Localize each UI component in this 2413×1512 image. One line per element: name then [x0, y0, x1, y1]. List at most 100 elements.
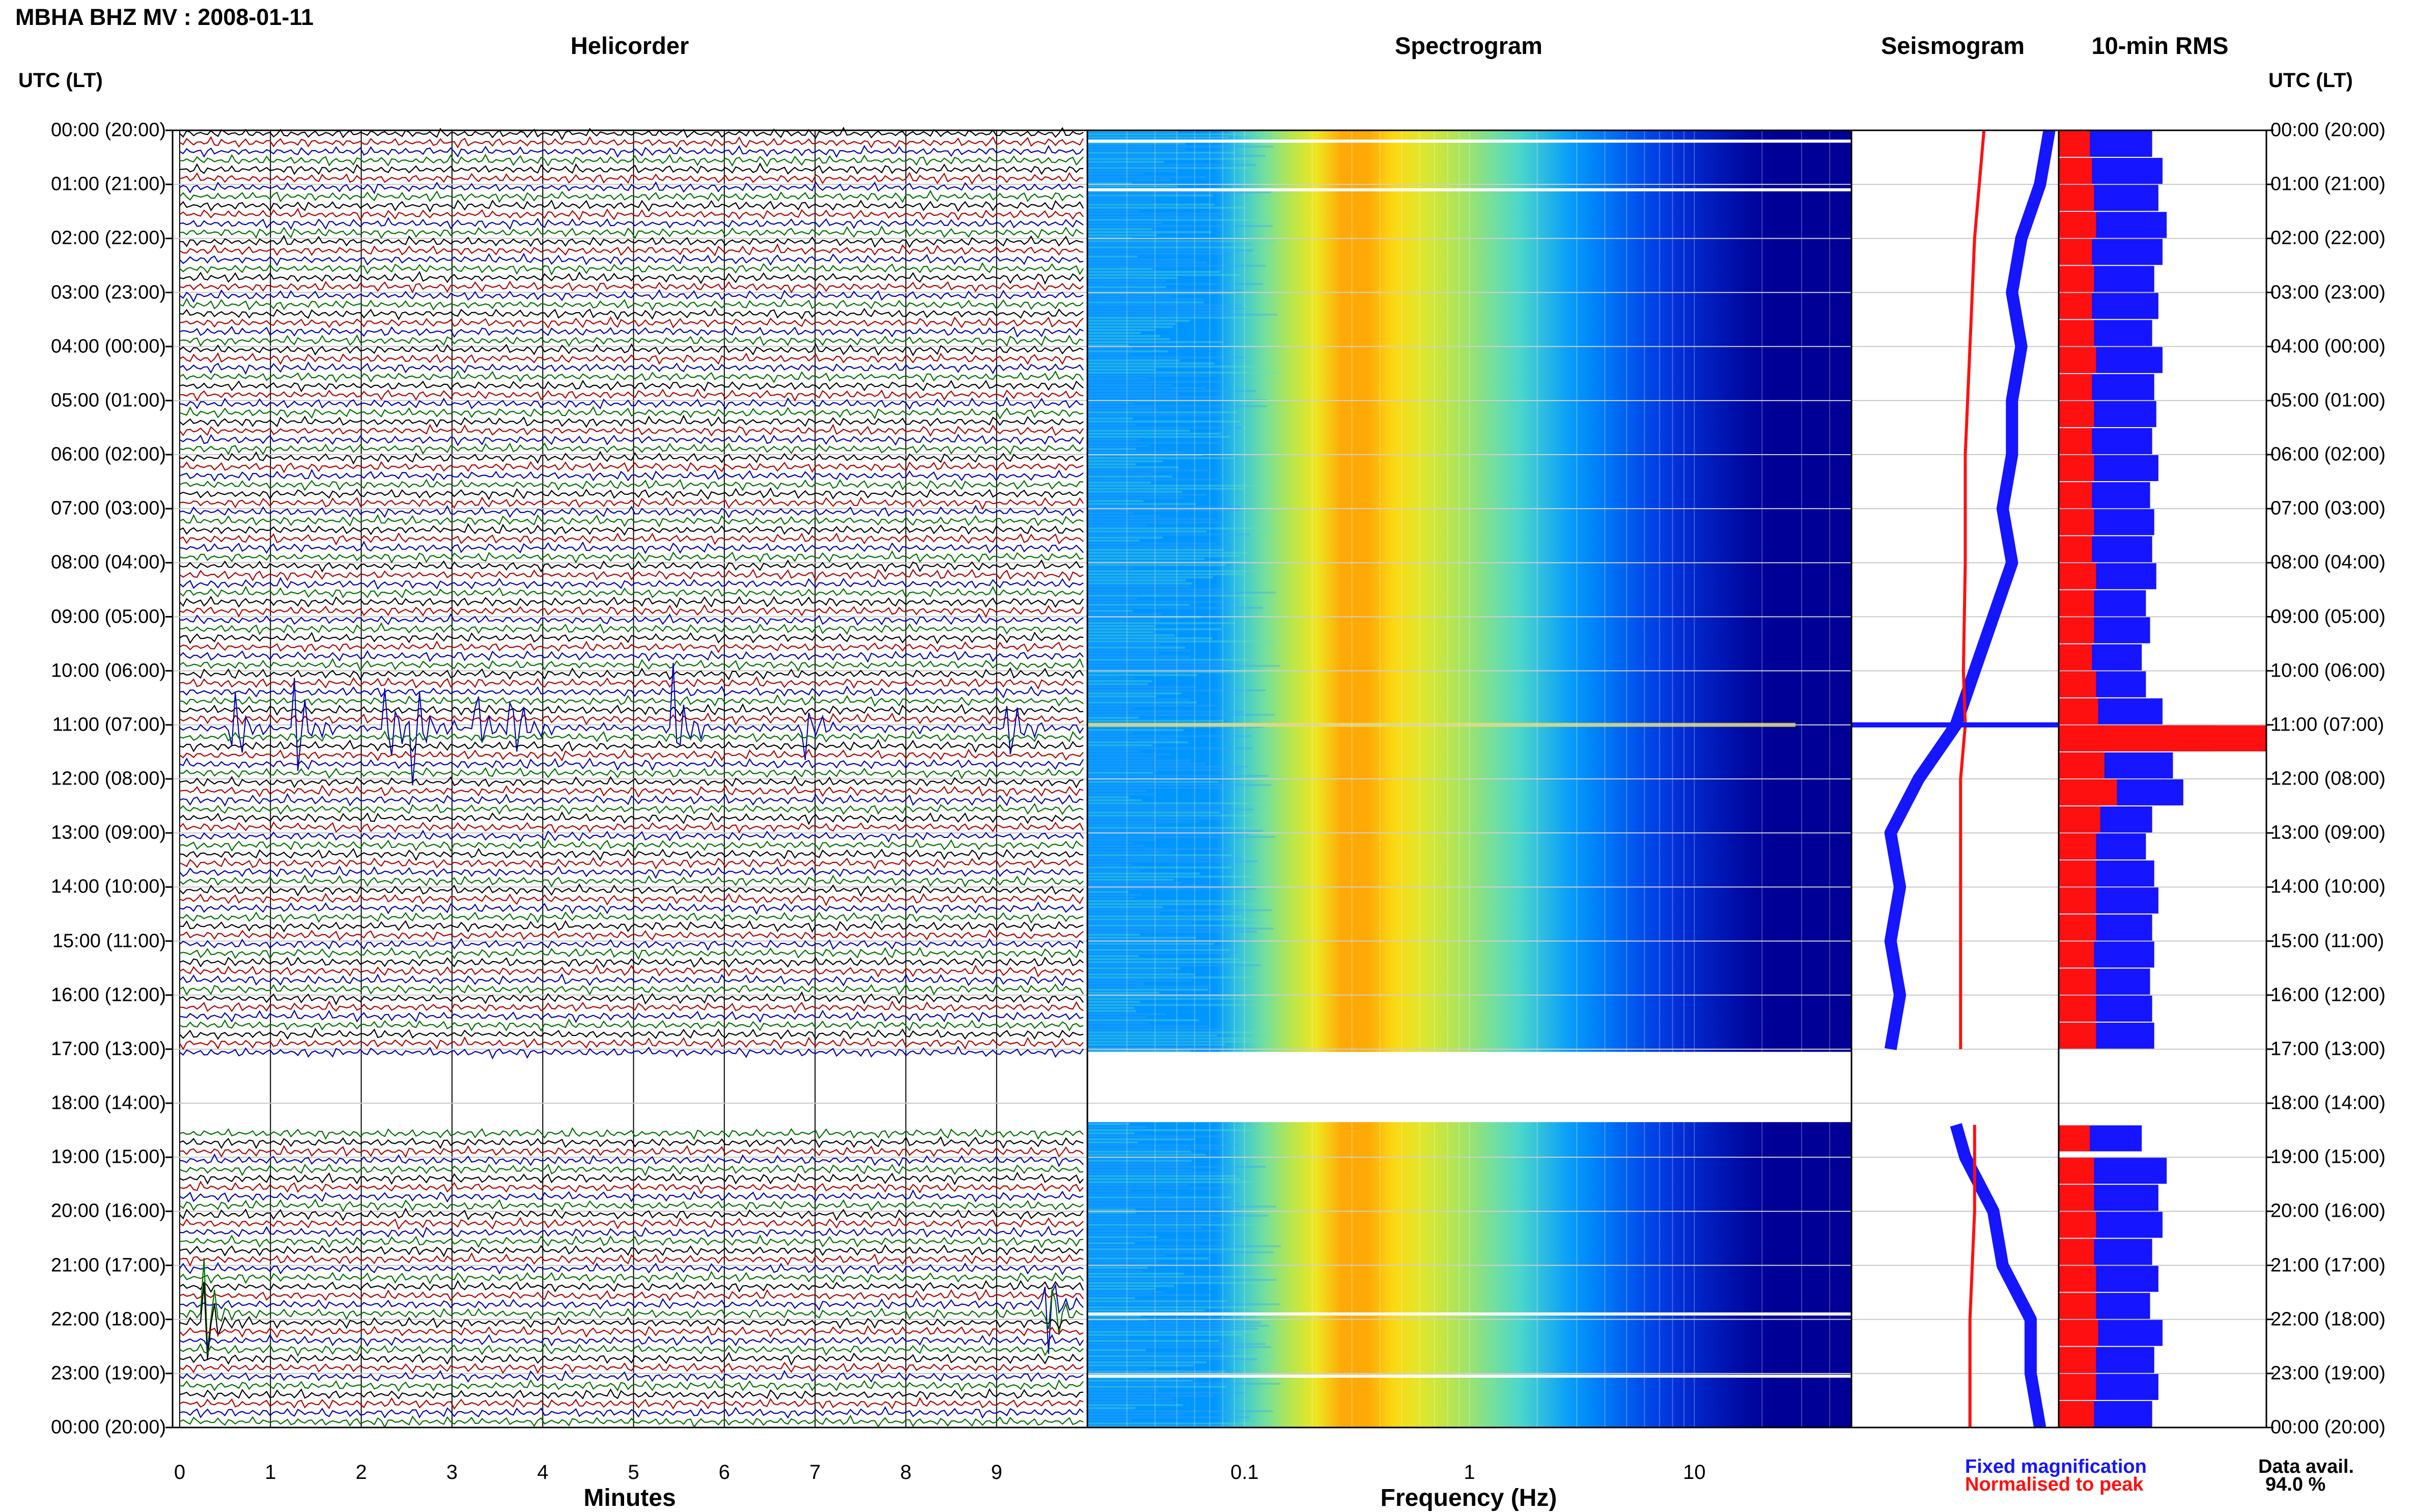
spectrogram-streak — [1087, 711, 1245, 713]
spectrogram-streak — [1087, 356, 1247, 358]
helicorder-trace — [179, 1406, 1084, 1419]
spectrogram-streak — [1087, 1001, 1140, 1003]
helicorder-trace — [179, 1045, 1084, 1060]
helicorder-trace — [179, 892, 1084, 907]
spectrogram-streak — [1087, 815, 1268, 817]
spectrogram-streak — [1087, 191, 1272, 193]
spectrogram-streak — [1087, 1343, 1266, 1345]
hour-label-left: 09:00 (05:00) — [50, 606, 166, 627]
spectrogram-streak — [1087, 530, 1206, 533]
helicorder-trace — [179, 569, 1084, 582]
hour-label-right: 00:00 (20:00) — [2270, 119, 2386, 141]
helicorder-trace — [179, 667, 1084, 681]
spectrogram-x-tick: 1 — [1464, 1461, 1475, 1483]
hour-label-left: 01:00 (21:00) — [50, 173, 166, 195]
spectrogram-streak — [1087, 518, 1216, 520]
seismogram-normalised-line — [1968, 1125, 1976, 1427]
helicorder-trace — [179, 577, 1084, 590]
rms-bar-normalised — [2059, 1401, 2094, 1427]
spectrogram-streak — [1087, 1215, 1269, 1217]
spectrogram-streak — [1087, 631, 1154, 633]
helicorder-trace — [179, 874, 1084, 888]
spectrogram-streak — [1087, 152, 1235, 154]
spectrogram-streak — [1087, 243, 1226, 245]
helicorder-trace — [179, 217, 1084, 230]
spectrogram-streak — [1087, 1022, 1149, 1024]
spectrogram-dropout — [1087, 139, 1851, 143]
helicorder-trace — [179, 1333, 1084, 1348]
spectrogram-streak — [1087, 1154, 1206, 1156]
spectrogram-streak — [1087, 1147, 1220, 1150]
helicorder-trace — [179, 848, 1084, 861]
spectrogram-streak — [1087, 417, 1133, 419]
spectrogram-streak — [1087, 228, 1153, 230]
rms-bar-normalised — [2059, 1239, 2094, 1265]
spectrogram-streak — [1087, 488, 1244, 490]
rms-bar-normalised — [2059, 833, 2096, 860]
spectrogram-streak — [1087, 674, 1198, 676]
spectrogram-streak — [1087, 961, 1257, 963]
spectrogram-streak — [1087, 1236, 1158, 1238]
spectrogram-streak — [1087, 1291, 1164, 1293]
helicorder-trace — [179, 829, 1084, 843]
spectrogram-streak — [1087, 1349, 1146, 1351]
spectrogram-streak — [1087, 222, 1163, 224]
rms-bar-normalised — [2059, 239, 2092, 265]
spectrogram-streak — [1087, 384, 1172, 386]
helicorder-trace — [179, 189, 1084, 203]
hour-label-left: 03:00 (23:00) — [50, 282, 166, 303]
legend-normalised-to-peak: Normalised to peak — [1965, 1474, 2144, 1495]
spectrogram-streak — [1087, 231, 1212, 233]
spectrogram-x-tick: 0.1 — [1230, 1461, 1259, 1483]
spectrogram-streak — [1087, 436, 1230, 438]
spectrogram-streak — [1087, 216, 1218, 218]
spectrogram-streak — [1087, 665, 1280, 667]
spectrogram-streak — [1087, 1175, 1236, 1177]
spectrogram-streak — [1087, 879, 1174, 881]
helicorder-trace — [179, 1225, 1084, 1238]
spectrogram-streak — [1087, 1212, 1136, 1214]
spectrogram-streak — [1087, 393, 1179, 395]
spectrogram-streak — [1087, 259, 1195, 261]
spectrogram-streak — [1087, 179, 1171, 181]
hour-label-left: 22:00 (18:00) — [50, 1308, 166, 1330]
spectrogram-streak — [1087, 818, 1228, 820]
helicorder-trace — [179, 396, 1084, 410]
spectrogram-streak — [1087, 1410, 1273, 1412]
spectrogram-streak — [1087, 158, 1260, 160]
helicorder-trace — [179, 1282, 1084, 1360]
spectrogram-streak — [1087, 1352, 1237, 1354]
spectrogram-streak — [1087, 335, 1160, 337]
spectrogram-streak — [1087, 793, 1154, 795]
spectrogram-streak — [1087, 246, 1263, 248]
spectrogram-streak — [1087, 595, 1267, 597]
spectrogram-streak — [1087, 1395, 1214, 1397]
spectrogram-streak — [1087, 967, 1180, 969]
spectrogram-streak — [1087, 1163, 1190, 1165]
spectrogram-streak — [1087, 686, 1197, 688]
spectrogram-streak — [1087, 332, 1141, 334]
spectrogram-streak — [1087, 537, 1163, 539]
spectrogram-streak — [1087, 811, 1220, 814]
helicorder-trace — [179, 1397, 1084, 1410]
hour-label-right: 06:00 (02:00) — [2270, 443, 2386, 465]
spectrogram-streak — [1087, 891, 1129, 893]
spectrogram-streak — [1087, 705, 1217, 707]
hour-label-left: 21:00 (17:00) — [50, 1254, 166, 1276]
spectrogram-streak — [1087, 1209, 1136, 1211]
spectrogram-streak — [1087, 283, 1263, 285]
helicorder-trace — [179, 361, 1084, 375]
spectrogram-streak — [1087, 662, 1227, 664]
spectrogram-streak — [1087, 885, 1207, 887]
spectrogram-streak — [1087, 1337, 1130, 1339]
hour-label-left: 07:00 (03:00) — [50, 497, 166, 519]
spectrogram-streak — [1087, 1019, 1199, 1021]
rms-bar-normalised — [2059, 590, 2094, 617]
spectrogram-streak — [1087, 677, 1134, 679]
spectrogram-streak — [1087, 943, 1214, 945]
helicorder-trace — [179, 650, 1084, 663]
spectrogram-streak — [1087, 1340, 1220, 1342]
helicorder-trace — [179, 540, 1084, 554]
helicorder-trace — [179, 1171, 1084, 1186]
